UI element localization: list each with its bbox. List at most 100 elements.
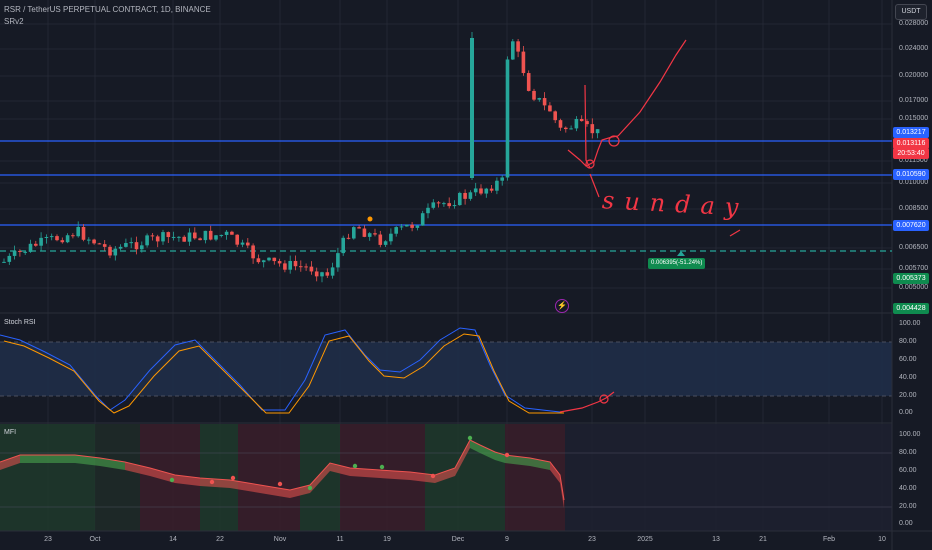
price-tag-green: 0.005373 xyxy=(893,273,929,284)
hand-drawing xyxy=(559,39,741,413)
candle-body xyxy=(193,232,197,239)
candle-body xyxy=(44,237,49,239)
mfi-signal-dot xyxy=(430,473,436,479)
candle-body xyxy=(574,119,579,129)
candle-body xyxy=(447,203,451,207)
drawing-stoch-curve xyxy=(559,391,615,413)
indicator-label[interactable]: SRv2 xyxy=(4,17,24,26)
candle-body xyxy=(585,121,589,125)
candle-body xyxy=(267,257,271,261)
candle-body xyxy=(182,236,186,242)
lightning-icon[interactable]: ⚡ xyxy=(555,299,569,313)
candle-body xyxy=(558,120,563,128)
time-tick: 22 xyxy=(216,536,224,543)
candle-body xyxy=(214,235,218,240)
candle-body xyxy=(336,253,340,268)
candle-body xyxy=(579,119,584,122)
candle-body xyxy=(521,51,526,74)
candle-body xyxy=(18,250,22,252)
mfi-tick: 0.00 xyxy=(899,520,913,527)
price-tick: 0.011500 xyxy=(899,157,928,164)
time-tick: 14 xyxy=(169,536,177,543)
candle-body xyxy=(346,237,351,239)
drawing-stoch-circle xyxy=(599,394,609,404)
candle-body xyxy=(277,261,282,264)
candle-body xyxy=(436,202,441,204)
price-tick: 0.024000 xyxy=(899,45,929,52)
candle-body xyxy=(203,230,208,241)
candle-body xyxy=(219,234,224,236)
mfi-tick: 60.00 xyxy=(899,467,917,474)
candle-body xyxy=(129,242,133,244)
candle-body xyxy=(235,234,239,245)
candle-body xyxy=(314,271,319,277)
price-tag-low-line: 0.007620 xyxy=(893,220,929,231)
mfi-fill-segment xyxy=(230,480,260,493)
time-tick: 11 xyxy=(336,536,344,543)
drawing-stroke xyxy=(729,229,741,237)
candle-body xyxy=(71,235,75,237)
price-tick: 0.005000 xyxy=(899,284,929,291)
time-tick: 21 xyxy=(759,536,767,543)
mfi-fill-segment xyxy=(310,463,330,493)
stoch-rsi-label[interactable]: Stoch RSI xyxy=(4,319,36,326)
symbol-title[interactable]: RSR / TetherUS PERPETUAL CONTRACT, 1D, B… xyxy=(4,5,211,14)
time-tick: Dec xyxy=(451,536,465,543)
price-tick: 0.008500 xyxy=(899,205,929,212)
candle-body xyxy=(283,263,287,270)
candle-body xyxy=(595,129,600,134)
mfi-signal-dot xyxy=(209,479,215,485)
time-tick: 10 xyxy=(878,536,886,543)
candle-body xyxy=(134,242,139,250)
countdown-tag: 20:53:40 xyxy=(893,148,929,159)
candle-body xyxy=(272,257,277,262)
candle-body xyxy=(230,231,234,235)
mfi-fill-segment xyxy=(550,462,560,483)
mfi-zone xyxy=(565,424,892,531)
candle-body xyxy=(187,232,192,242)
candle-body xyxy=(155,236,160,242)
candle-body xyxy=(410,224,414,228)
candle-body xyxy=(39,237,43,246)
candle-body xyxy=(373,233,377,235)
candle-body xyxy=(76,226,80,237)
candle-body xyxy=(108,246,112,256)
price-tag-upper-line: 0.013217 xyxy=(893,127,929,138)
price-tick: 0.005700 xyxy=(899,265,929,272)
price-tick: 0.028000 xyxy=(899,20,929,27)
candle-body xyxy=(564,127,568,130)
candlestick-series xyxy=(2,32,600,283)
mfi-label[interactable]: MFI xyxy=(4,429,17,436)
candle-body xyxy=(28,243,33,252)
time-tick: Nov xyxy=(273,536,287,543)
candle-body xyxy=(526,73,531,91)
candle-body xyxy=(542,98,547,106)
stoch-band xyxy=(0,342,892,396)
time-tick: 2025 xyxy=(637,536,653,543)
price-tag-bottom: 0.004428 xyxy=(893,303,929,314)
currency-button[interactable]: USDT xyxy=(895,4,927,20)
candle-body xyxy=(166,232,171,238)
candle-body xyxy=(516,41,520,52)
candle-body xyxy=(7,255,12,262)
candle-body xyxy=(426,207,430,214)
candle-body xyxy=(420,213,425,226)
candle-body xyxy=(34,243,38,246)
candle-body xyxy=(208,230,213,240)
candle-body xyxy=(320,272,324,277)
candle-body xyxy=(399,226,404,228)
candle-body xyxy=(500,177,504,181)
candle-body xyxy=(352,227,356,239)
candle-body xyxy=(145,235,149,246)
candle-body xyxy=(288,260,292,270)
mfi-signal-dot xyxy=(379,464,385,470)
mfi-signal-dot xyxy=(230,475,236,481)
price-tag-mid-line: 0.010590 xyxy=(893,169,929,180)
alert-label[interactable]: 0.006395(-51.24%) xyxy=(648,258,706,269)
mfi-tick: 20.00 xyxy=(899,503,917,510)
time-tick: 13 xyxy=(712,536,720,543)
candle-body xyxy=(325,272,330,276)
candle-body xyxy=(309,266,314,272)
candle-body xyxy=(97,243,102,245)
